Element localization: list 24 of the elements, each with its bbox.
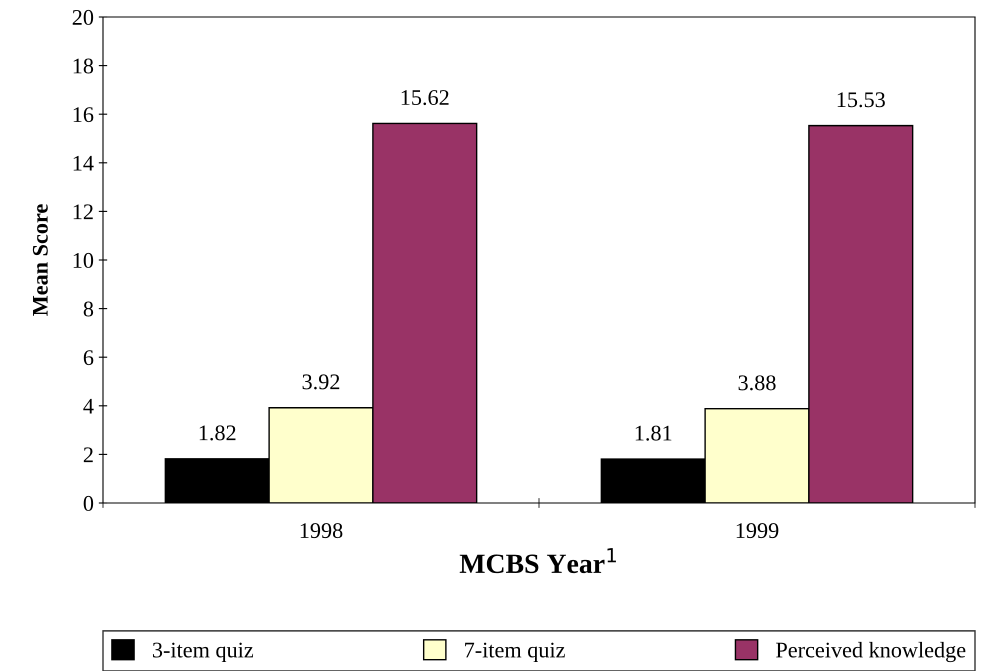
y-tick-label: 12 <box>74 204 93 220</box>
legend-label: Perceived knowledge <box>776 642 966 662</box>
data-label: 1.81 <box>636 426 672 441</box>
y-tick-label: 0 <box>84 496 94 511</box>
data-label: 3.92 <box>302 374 340 390</box>
x-axis-title: MCBS Year$^{1}$ <box>460 548 616 574</box>
x-tick-label: 1999 <box>736 523 778 538</box>
data-label: 3.88 <box>738 375 776 390</box>
data-label: 15.62 <box>402 90 449 106</box>
y-tick-label: 8 <box>84 302 94 317</box>
y-tick-label: 18 <box>74 58 94 74</box>
data-label: 1.82 <box>200 425 236 440</box>
y-tick-label: 6 <box>84 350 94 366</box>
y-tick-label: 4 <box>83 398 94 414</box>
y-tick-label: 14 <box>74 156 94 171</box>
y-tick-label: 16 <box>74 107 94 122</box>
x-tick-label: 1998 <box>300 523 342 538</box>
legend-label: 3-item quiz <box>152 642 254 662</box>
y-tick-label: 2 <box>84 447 93 462</box>
data-label: 15.53 <box>838 92 885 108</box>
y-tick-label: 20 <box>72 10 94 25</box>
y-tick-label: 10 <box>74 252 94 268</box>
y-axis-title: Mean Score <box>32 204 48 316</box>
legend-label: 7-item quiz <box>465 642 565 662</box>
